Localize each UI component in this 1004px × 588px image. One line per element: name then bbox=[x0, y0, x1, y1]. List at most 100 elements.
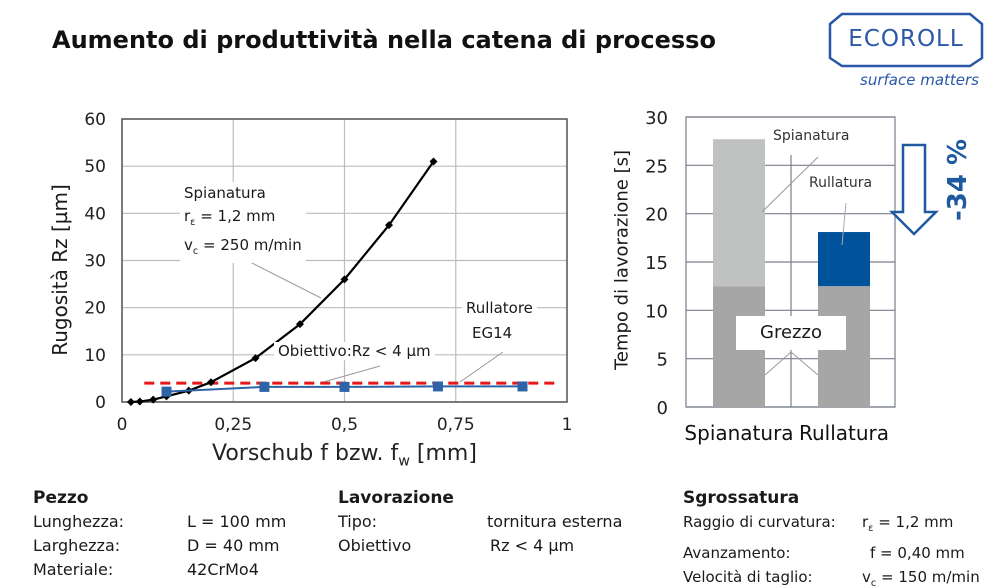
logo-brand: ECOROLL bbox=[848, 26, 964, 52]
x-axis-title-unit: [mm] bbox=[409, 441, 477, 466]
spec-row: Velocità di taglio: vc = 150 m/min bbox=[683, 565, 980, 588]
rullatore-model: EG14 bbox=[472, 324, 513, 342]
down-arrow-icon bbox=[888, 143, 940, 236]
spec-label: Lunghezza: bbox=[33, 512, 125, 531]
spec-value: Rz < 4 µm bbox=[490, 536, 575, 555]
specs-pezzo: Pezzo Lunghezza: L = 100 mm Larghezza: D =… bbox=[33, 486, 286, 582]
y-tick-label: 50 bbox=[84, 157, 106, 177]
data-point-rullatore bbox=[517, 381, 528, 392]
spec-row: Avanzamento: f = 0,40 mm bbox=[683, 541, 980, 565]
spianatura-leader-line bbox=[761, 156, 819, 213]
spianatura-annotation: Spianatura rε = 1,2 mm vc = 250 m/min bbox=[180, 182, 306, 263]
data-point-rullatore bbox=[339, 381, 350, 392]
speed-sub: c bbox=[192, 246, 199, 257]
y-tick-label: 30 bbox=[84, 252, 106, 272]
spec-symbol: r bbox=[862, 513, 869, 531]
spec-label: Obiettivo bbox=[338, 536, 412, 555]
spec-value: = 1,2 mm bbox=[873, 513, 954, 531]
y-tick-label: 5 bbox=[657, 350, 668, 371]
radius-symbol: r bbox=[184, 207, 191, 225]
data-point-rullatore bbox=[259, 381, 270, 392]
spianatura-bar-label: Spianatura bbox=[770, 128, 853, 144]
spec-label: Velocità di taglio: bbox=[683, 568, 813, 586]
data-point-spianatura bbox=[296, 320, 304, 329]
spec-row: Tipo: tornitura esterna bbox=[338, 510, 622, 534]
x-tick-label: 1 bbox=[562, 415, 573, 435]
data-point-spianatura bbox=[126, 398, 135, 406]
rullatura-bar-label: Rullatura bbox=[806, 175, 876, 191]
rullatore-label: Rullatore bbox=[466, 299, 533, 317]
objective-label: Obiettivo:Rz < 4 µm bbox=[274, 342, 435, 360]
reduction-label: -34 % bbox=[943, 138, 973, 222]
grezzo-label: Grezzo bbox=[736, 316, 846, 350]
spec-row: Materiale: 42CrMo4 bbox=[33, 558, 286, 582]
x-tick-label: 0 bbox=[117, 415, 128, 435]
x-axis-title-sub: w bbox=[398, 453, 410, 470]
spianatura-leader-line bbox=[249, 261, 322, 299]
spec-value: = 150 m/min bbox=[876, 568, 980, 586]
x-tick-label: 0,25 bbox=[214, 415, 252, 435]
data-point-spianatura bbox=[251, 354, 260, 363]
pezzo-header: Pezzo bbox=[33, 488, 89, 508]
y-tick-label: 25 bbox=[645, 156, 668, 177]
spec-value: tornitura esterna bbox=[487, 512, 623, 531]
data-point-spianatura bbox=[149, 395, 158, 404]
radius-value: = 1,2 mm bbox=[195, 207, 276, 225]
spec-sub: c bbox=[870, 578, 877, 588]
plot-frame bbox=[685, 116, 896, 408]
spianatura-annotation-speed: vc = 250 m/min bbox=[184, 234, 302, 263]
y-tick-label: 0 bbox=[95, 393, 106, 413]
data-point-spianatura bbox=[340, 275, 349, 284]
category-label: Spianatura bbox=[684, 421, 793, 445]
rullatore-leader-line bbox=[459, 351, 504, 383]
x-axis-title-main: Vorschub f bzw. f bbox=[212, 441, 399, 466]
bar-rullatura-finitura bbox=[818, 232, 870, 287]
specs-lavorazione: Lavorazione Tipo: tornitura esterna Obiet… bbox=[338, 486, 622, 558]
x-axis-title: Vorschub f bzw. fw [mm] bbox=[212, 441, 477, 469]
spec-label: Tipo: bbox=[338, 512, 378, 531]
specs-sgrossatura: Sgrossatura Raggio di curvatura: rε = 1,2… bbox=[683, 486, 980, 588]
y-tick-label: 10 bbox=[84, 346, 106, 366]
spec-value: 42CrMo4 bbox=[187, 560, 259, 579]
category-label: Rullatura bbox=[799, 421, 889, 445]
plot-frame bbox=[121, 118, 568, 403]
spec-label: Larghezza: bbox=[33, 536, 121, 555]
x-tick-label: 0,5 bbox=[331, 415, 358, 435]
spec-row: Obiettivo Rz < 4 µm bbox=[338, 534, 622, 558]
spec-sub: ε bbox=[868, 523, 874, 534]
y-tick-label: 60 bbox=[84, 110, 106, 130]
spec-value: L = 100 mm bbox=[187, 512, 287, 531]
y-tick-label: 0 bbox=[657, 398, 668, 419]
y-axis-title: Rugosità Rz [µm] bbox=[48, 184, 72, 356]
y-tick-label: 20 bbox=[84, 299, 106, 319]
data-point-spianatura bbox=[429, 157, 438, 166]
rullatura-leader-line bbox=[841, 202, 847, 246]
speed-value: = 250 m/min bbox=[198, 236, 302, 254]
spec-row: Lunghezza: L = 100 mm bbox=[33, 510, 286, 534]
grezzo-leader-lines bbox=[764, 351, 819, 376]
spianatura-annotation-radius: rε = 1,2 mm bbox=[184, 205, 302, 234]
spec-label: Raggio di curvatura: bbox=[683, 513, 836, 531]
sgrossatura-header: Sgrossatura bbox=[683, 488, 800, 508]
y-tick-label: 10 bbox=[645, 301, 668, 322]
radius-sub: ε bbox=[190, 217, 196, 228]
data-point-spianatura bbox=[207, 378, 215, 387]
bar-spianatura-finitura bbox=[713, 139, 765, 287]
spec-label: Avanzamento: bbox=[683, 544, 791, 562]
page-title: Aumento di produttività nella catena di … bbox=[52, 26, 716, 54]
y-tick-label: 30 bbox=[645, 108, 668, 129]
spec-value: f = 0,40 mm bbox=[870, 544, 965, 562]
objective-leader-line bbox=[319, 365, 381, 384]
speed-symbol: v bbox=[184, 236, 193, 254]
y-tick-label: 40 bbox=[84, 204, 106, 224]
data-point-spianatura bbox=[135, 397, 144, 406]
y-tick-label: 15 bbox=[645, 253, 668, 274]
spec-row: Larghezza: D = 40 mm bbox=[33, 534, 286, 558]
spec-label: Materiale: bbox=[33, 560, 114, 579]
spianatura-annotation-title: Spianatura bbox=[184, 184, 266, 202]
rullatore-annotation: Rullatore EG14 bbox=[462, 296, 537, 346]
spec-row: Raggio di curvatura: rε = 1,2 mm bbox=[683, 510, 980, 541]
bar-y-axis-title: Tempo di lavorazione [s] bbox=[611, 149, 633, 371]
y-tick-label: 20 bbox=[645, 205, 668, 226]
